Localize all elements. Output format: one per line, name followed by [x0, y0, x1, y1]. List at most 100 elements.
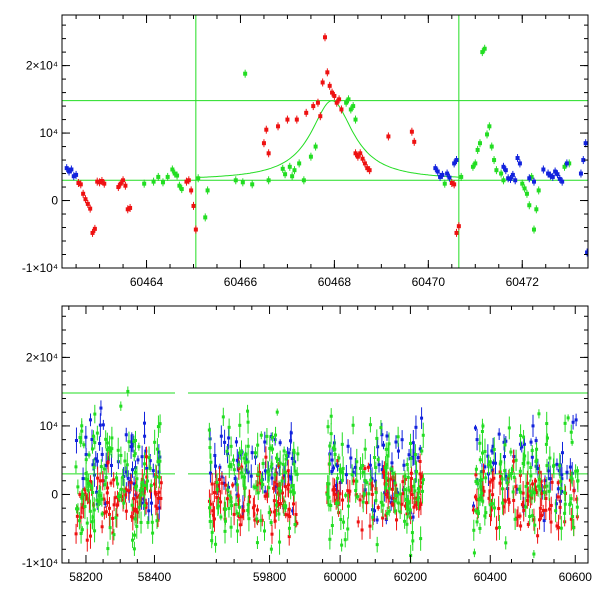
blue-data-point — [571, 420, 575, 424]
green-data-point — [478, 498, 482, 502]
green-data-point — [271, 447, 275, 451]
blue-data-point — [502, 440, 506, 444]
red-data-point — [253, 518, 257, 522]
red-data-point — [242, 509, 246, 513]
green-data-point — [155, 519, 159, 523]
red-data-point — [272, 499, 276, 503]
red-data-point — [92, 503, 96, 507]
green-data-point — [85, 521, 89, 525]
red-data-point — [263, 494, 267, 498]
red-data-point — [258, 481, 262, 485]
red-data-point — [452, 182, 457, 187]
red-data-point — [526, 522, 530, 526]
green-data-point — [340, 543, 344, 547]
red-data-point — [360, 528, 364, 532]
green-data-point — [492, 447, 496, 451]
green-data-point — [227, 425, 231, 429]
green-data-point — [563, 511, 567, 515]
y-tick-label: 2×10⁴ — [26, 59, 58, 73]
green-data-point — [256, 443, 260, 447]
green-data-point — [488, 460, 492, 464]
green-data-point — [538, 477, 542, 481]
green-data-point — [363, 478, 367, 482]
red-data-point — [323, 35, 327, 40]
red-data-point — [100, 525, 104, 529]
red-data-point — [118, 181, 123, 186]
green-data-point — [229, 444, 233, 448]
blue-data-point — [452, 161, 457, 166]
red-data-point — [111, 531, 115, 535]
blue-data-point — [536, 466, 540, 470]
green-data-point — [536, 484, 540, 488]
blue-data-point — [515, 487, 519, 491]
blue-data-point — [99, 406, 103, 410]
green-data-point — [119, 453, 123, 457]
red-data-point — [209, 502, 213, 506]
blue-data-point — [101, 423, 105, 427]
red-data-point — [488, 489, 492, 493]
green-data-point — [156, 174, 161, 179]
red-data-point — [481, 469, 485, 473]
green-data-point — [93, 529, 97, 533]
green-data-point — [492, 158, 497, 163]
red-data-point — [89, 480, 93, 484]
green-data-point — [155, 447, 159, 451]
green-data-point — [261, 462, 265, 466]
green-data-point — [484, 511, 488, 515]
green-data-point — [95, 431, 99, 435]
red-data-point — [115, 513, 119, 517]
green-data-point — [151, 531, 155, 535]
green-data-point — [146, 521, 150, 525]
green-data-point — [255, 541, 259, 545]
red-data-point — [515, 516, 519, 520]
blue-data-point — [391, 497, 395, 501]
red-data-point — [522, 508, 526, 512]
blue-data-point — [380, 468, 384, 472]
blue-data-point — [504, 439, 508, 443]
green-data-point — [277, 487, 281, 491]
blue-data-point — [414, 425, 418, 429]
red-data-point — [544, 508, 548, 512]
green-data-point — [225, 449, 229, 453]
red-data-point — [95, 179, 100, 184]
green-data-point — [490, 502, 494, 506]
y-tick-label: -1×10⁴ — [22, 556, 58, 570]
green-data-point — [494, 168, 499, 173]
green-data-point — [406, 475, 410, 479]
blue-data-point — [126, 476, 130, 480]
red-data-point — [449, 180, 454, 185]
blue-data-point — [560, 489, 564, 493]
green-data-point — [407, 488, 411, 492]
green-data-point — [275, 410, 279, 414]
red-data-point — [525, 481, 529, 485]
green-data-point — [144, 484, 148, 488]
red-data-point — [528, 494, 532, 498]
blue-data-point — [136, 458, 140, 462]
green-data-point — [284, 504, 288, 508]
red-data-point — [336, 458, 340, 462]
green-data-point — [179, 187, 184, 192]
blue-data-point — [491, 461, 495, 465]
green-data-point — [112, 533, 116, 537]
green-data-point — [387, 487, 391, 491]
green-data-point — [223, 519, 227, 523]
x-tick-label: 58400 — [138, 570, 172, 584]
red-data-point — [240, 515, 244, 519]
blue-data-point — [402, 463, 406, 467]
green-data-point — [570, 440, 574, 444]
red-data-point — [292, 502, 296, 506]
green-data-point — [482, 46, 487, 51]
red-data-point — [78, 493, 82, 497]
green-data-point — [576, 479, 580, 483]
red-data-point — [482, 489, 486, 493]
green-data-point — [132, 439, 136, 443]
red-data-point — [412, 505, 416, 509]
blue-data-point — [147, 509, 151, 513]
red-data-point — [157, 490, 161, 494]
green-data-point — [501, 501, 505, 505]
green-data-point — [250, 182, 255, 187]
green-data-point — [351, 423, 355, 427]
red-data-point — [376, 505, 380, 509]
green-data-point — [226, 488, 230, 492]
red-data-point — [388, 477, 392, 481]
